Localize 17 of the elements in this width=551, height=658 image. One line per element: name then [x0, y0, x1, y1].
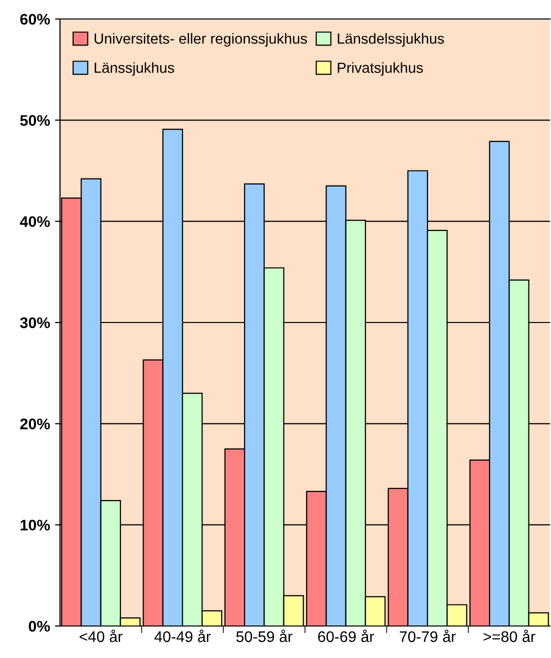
y-tick-label: 50% — [20, 115, 50, 126]
x-tick-label: 50-59 år — [236, 630, 292, 642]
legend-label: Länsdelssjukhus — [338, 33, 444, 47]
legend-label: Länssjukhus — [94, 62, 174, 76]
legend-label: Privatsjukhus — [338, 62, 423, 76]
x-tick-label: 40-49 år — [154, 630, 211, 642]
x-tick-label: >=80 år — [484, 630, 536, 642]
legend-label: Universitets- eller regionssjukhus — [94, 33, 307, 47]
y-tick-label: 40% — [20, 216, 50, 228]
y-tick-label: 20% — [20, 418, 50, 430]
x-tick-label: 70-79 år — [400, 630, 456, 642]
x-tick-label: <40 år — [80, 630, 122, 642]
y-tick-label: 30% — [20, 317, 50, 328]
y-tick-label: 60% — [20, 14, 50, 25]
y-tick-label: 10% — [20, 520, 50, 531]
y-tick-label: 0% — [28, 620, 50, 632]
x-tick-label: 60-69 år — [318, 630, 374, 642]
